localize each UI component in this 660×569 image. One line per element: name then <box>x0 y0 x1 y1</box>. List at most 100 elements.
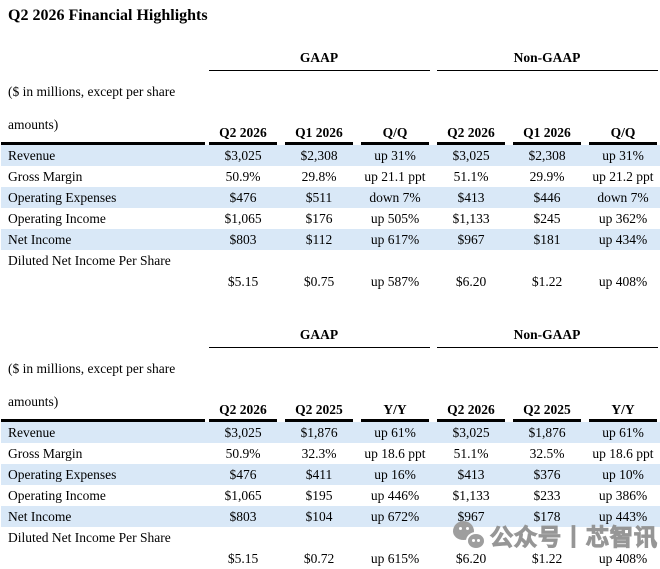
cell: $446 <box>533 189 561 205</box>
non-gaap-group-header: Non-GAAP <box>433 317 660 348</box>
spacer-cell <box>1 40 205 71</box>
cell: 32.5% <box>529 445 565 461</box>
cell: $112 <box>305 231 333 247</box>
cell: $0.75 <box>303 273 335 289</box>
yy-comparison-table: GAAP Non-GAAP ($ in millions, except per… <box>1 317 660 569</box>
cell: up 31% <box>374 147 416 163</box>
column-header-gaap-yy: Y/Y <box>357 348 433 422</box>
watermark: 公众号丨芯智讯 <box>453 518 658 552</box>
table-row-operating-income: Operating Income $1,065 $176 up 505% $1,… <box>1 208 660 229</box>
units-note: ($ in millions, except per share amounts… <box>1 348 205 422</box>
wechat-icon <box>453 520 487 550</box>
cell: $1,133 <box>452 487 490 503</box>
cell: $413 <box>457 189 485 205</box>
cell: 50.9% <box>225 445 261 461</box>
column-header-row: ($ in millions, except per share amounts… <box>1 348 660 422</box>
cell: $5.15 <box>227 550 259 566</box>
column-header-nongaap-q2-2026: Q2 2026 <box>433 348 509 422</box>
cell: up 672% <box>370 508 420 524</box>
chat-bubble-large <box>453 521 474 540</box>
cell: $803 <box>229 231 257 247</box>
table-row-eps-values: $5.15 $0.75 up 587% $6.20 $1.22 up 408% <box>1 271 660 292</box>
row-label: Operating Income <box>8 487 106 503</box>
units-note-line2: amounts) <box>8 394 59 409</box>
cell: $176 <box>305 210 333 226</box>
row-label: Revenue <box>8 424 56 440</box>
cell: up 615% <box>370 550 420 566</box>
cell: $376 <box>533 466 561 482</box>
units-note-line1: ($ in millions, except per share <box>8 84 176 99</box>
gaap-group-header: GAAP <box>205 40 433 71</box>
cell: $245 <box>533 210 561 226</box>
qq-comparison-table: GAAP Non-GAAP ($ in millions, except per… <box>1 40 660 292</box>
cell: $0.72 <box>303 550 335 566</box>
watermark-text: 公众号丨芯智讯 <box>490 525 658 552</box>
cell: up 61% <box>374 424 416 440</box>
cell: 51.1% <box>453 445 489 461</box>
cell: up 18.6 ppt <box>364 445 426 461</box>
cell: $1,065 <box>224 210 262 226</box>
group-header-row: GAAP Non-GAAP <box>1 317 660 348</box>
table-row-net-income: Net Income $803 $104 up 672% $967 $178 u… <box>1 506 660 527</box>
row-label: Gross Margin <box>8 168 83 184</box>
table-row-revenue: Revenue $3,025 $1,876 up 61% $3,025 $1,8… <box>1 422 660 443</box>
cell: up 505% <box>370 210 420 226</box>
column-header-gaap-q2-2025: Q2 2025 <box>281 348 357 422</box>
table-row-operating-expenses: Operating Expenses $476 $511 down 7% $41… <box>1 187 660 208</box>
row-label: Revenue <box>8 147 56 163</box>
units-note: ($ in millions, except per share amounts… <box>1 71 205 145</box>
table-row-net-income: Net Income $803 $112 up 617% $967 $181 u… <box>1 229 660 250</box>
column-header-nongaap-q1-2026: Q1 2026 <box>509 71 585 145</box>
gaap-group-header: GAAP <box>205 317 433 348</box>
cell: $1.22 <box>531 273 563 289</box>
cell: $1.22 <box>531 550 563 566</box>
spacer-cell <box>1 317 205 348</box>
spacer-cell <box>1 271 205 292</box>
units-note-line1: ($ in millions, except per share <box>8 361 176 376</box>
cell: $6.20 <box>455 550 487 566</box>
cell: $233 <box>533 487 561 503</box>
table-row-revenue: Revenue $3,025 $2,308 up 31% $3,025 $2,3… <box>1 145 660 166</box>
spacer-cell <box>1 548 205 569</box>
units-note-line2: amounts) <box>8 117 59 132</box>
cell: up 362% <box>598 210 648 226</box>
cell: up 386% <box>598 487 648 503</box>
row-label: Operating Expenses <box>8 189 117 205</box>
cell: up 408% <box>598 550 648 566</box>
group-header-row: GAAP Non-GAAP <box>1 40 660 71</box>
cell: 51.1% <box>453 168 489 184</box>
cell: up 61% <box>602 424 644 440</box>
cell: up 10% <box>602 466 644 482</box>
cell: up 587% <box>370 273 420 289</box>
table-row-operating-expenses: Operating Expenses $476 $411 up 16% $413… <box>1 464 660 485</box>
cell: $413 <box>457 466 485 482</box>
cell: up 16% <box>374 466 416 482</box>
cell: $3,025 <box>452 424 490 440</box>
row-label: Operating Income <box>8 210 106 226</box>
row-label: Net Income <box>8 508 72 524</box>
cell: up 18.6 ppt <box>592 445 654 461</box>
cell: down 7% <box>369 189 421 205</box>
cell: $6.20 <box>455 273 487 289</box>
table-row-eps-label: Diluted Net Income Per Share <box>1 250 660 271</box>
column-header-gaap-q1-2026: Q1 2026 <box>281 71 357 145</box>
table-row-operating-income: Operating Income $1,065 $195 up 446% $1,… <box>1 485 660 506</box>
cell: up 21.2 ppt <box>592 168 654 184</box>
column-header-row: ($ in millions, except per share amounts… <box>1 71 660 145</box>
cell: $967 <box>457 231 485 247</box>
cell: $411 <box>305 466 333 482</box>
cell: $2,308 <box>528 147 566 163</box>
table-row-eps-values: $5.15 $0.72 up 615% $6.20 $1.22 up 408% <box>1 548 660 569</box>
cell: $3,025 <box>224 147 262 163</box>
column-header-nongaap-q2-2025: Q2 2025 <box>509 348 585 422</box>
non-gaap-group-header: Non-GAAP <box>433 40 660 71</box>
cell: $178 <box>533 508 561 524</box>
cell: up 31% <box>602 147 644 163</box>
cell: $511 <box>305 189 333 205</box>
cell: up 443% <box>598 508 648 524</box>
chat-bubble-small <box>468 534 484 548</box>
row-label: Gross Margin <box>8 445 83 461</box>
table-row-gross-margin: Gross Margin 50.9% 32.3% up 18.6 ppt 51.… <box>1 443 660 464</box>
cell: $476 <box>229 466 257 482</box>
row-label: Operating Expenses <box>8 466 117 482</box>
